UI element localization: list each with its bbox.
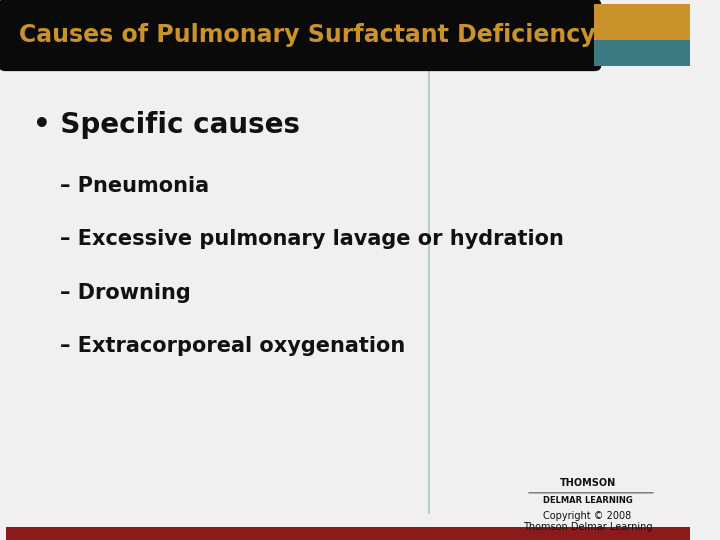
Text: THOMSON: THOMSON xyxy=(559,478,616,488)
Bar xyxy=(6,526,690,540)
Text: • Specific causes: • Specific causes xyxy=(33,111,300,139)
Text: DELMAR LEARNING: DELMAR LEARNING xyxy=(543,496,632,504)
Text: – Pneumonia: – Pneumonia xyxy=(60,176,210,195)
Text: – Excessive pulmonary lavage or hydration: – Excessive pulmonary lavage or hydratio… xyxy=(60,229,564,249)
Text: – Extracorporeal oxygenation: – Extracorporeal oxygenation xyxy=(60,336,405,356)
Text: Copyright © 2008
Thomson Delmar Learning: Copyright © 2008 Thomson Delmar Learning xyxy=(523,510,652,532)
Bar xyxy=(595,40,690,66)
Bar xyxy=(595,4,690,40)
Text: – Drowning: – Drowning xyxy=(60,283,191,303)
Text: Causes of Pulmonary Surfactant Deficiency: Causes of Pulmonary Surfactant Deficienc… xyxy=(19,23,596,47)
FancyBboxPatch shape xyxy=(0,0,601,71)
